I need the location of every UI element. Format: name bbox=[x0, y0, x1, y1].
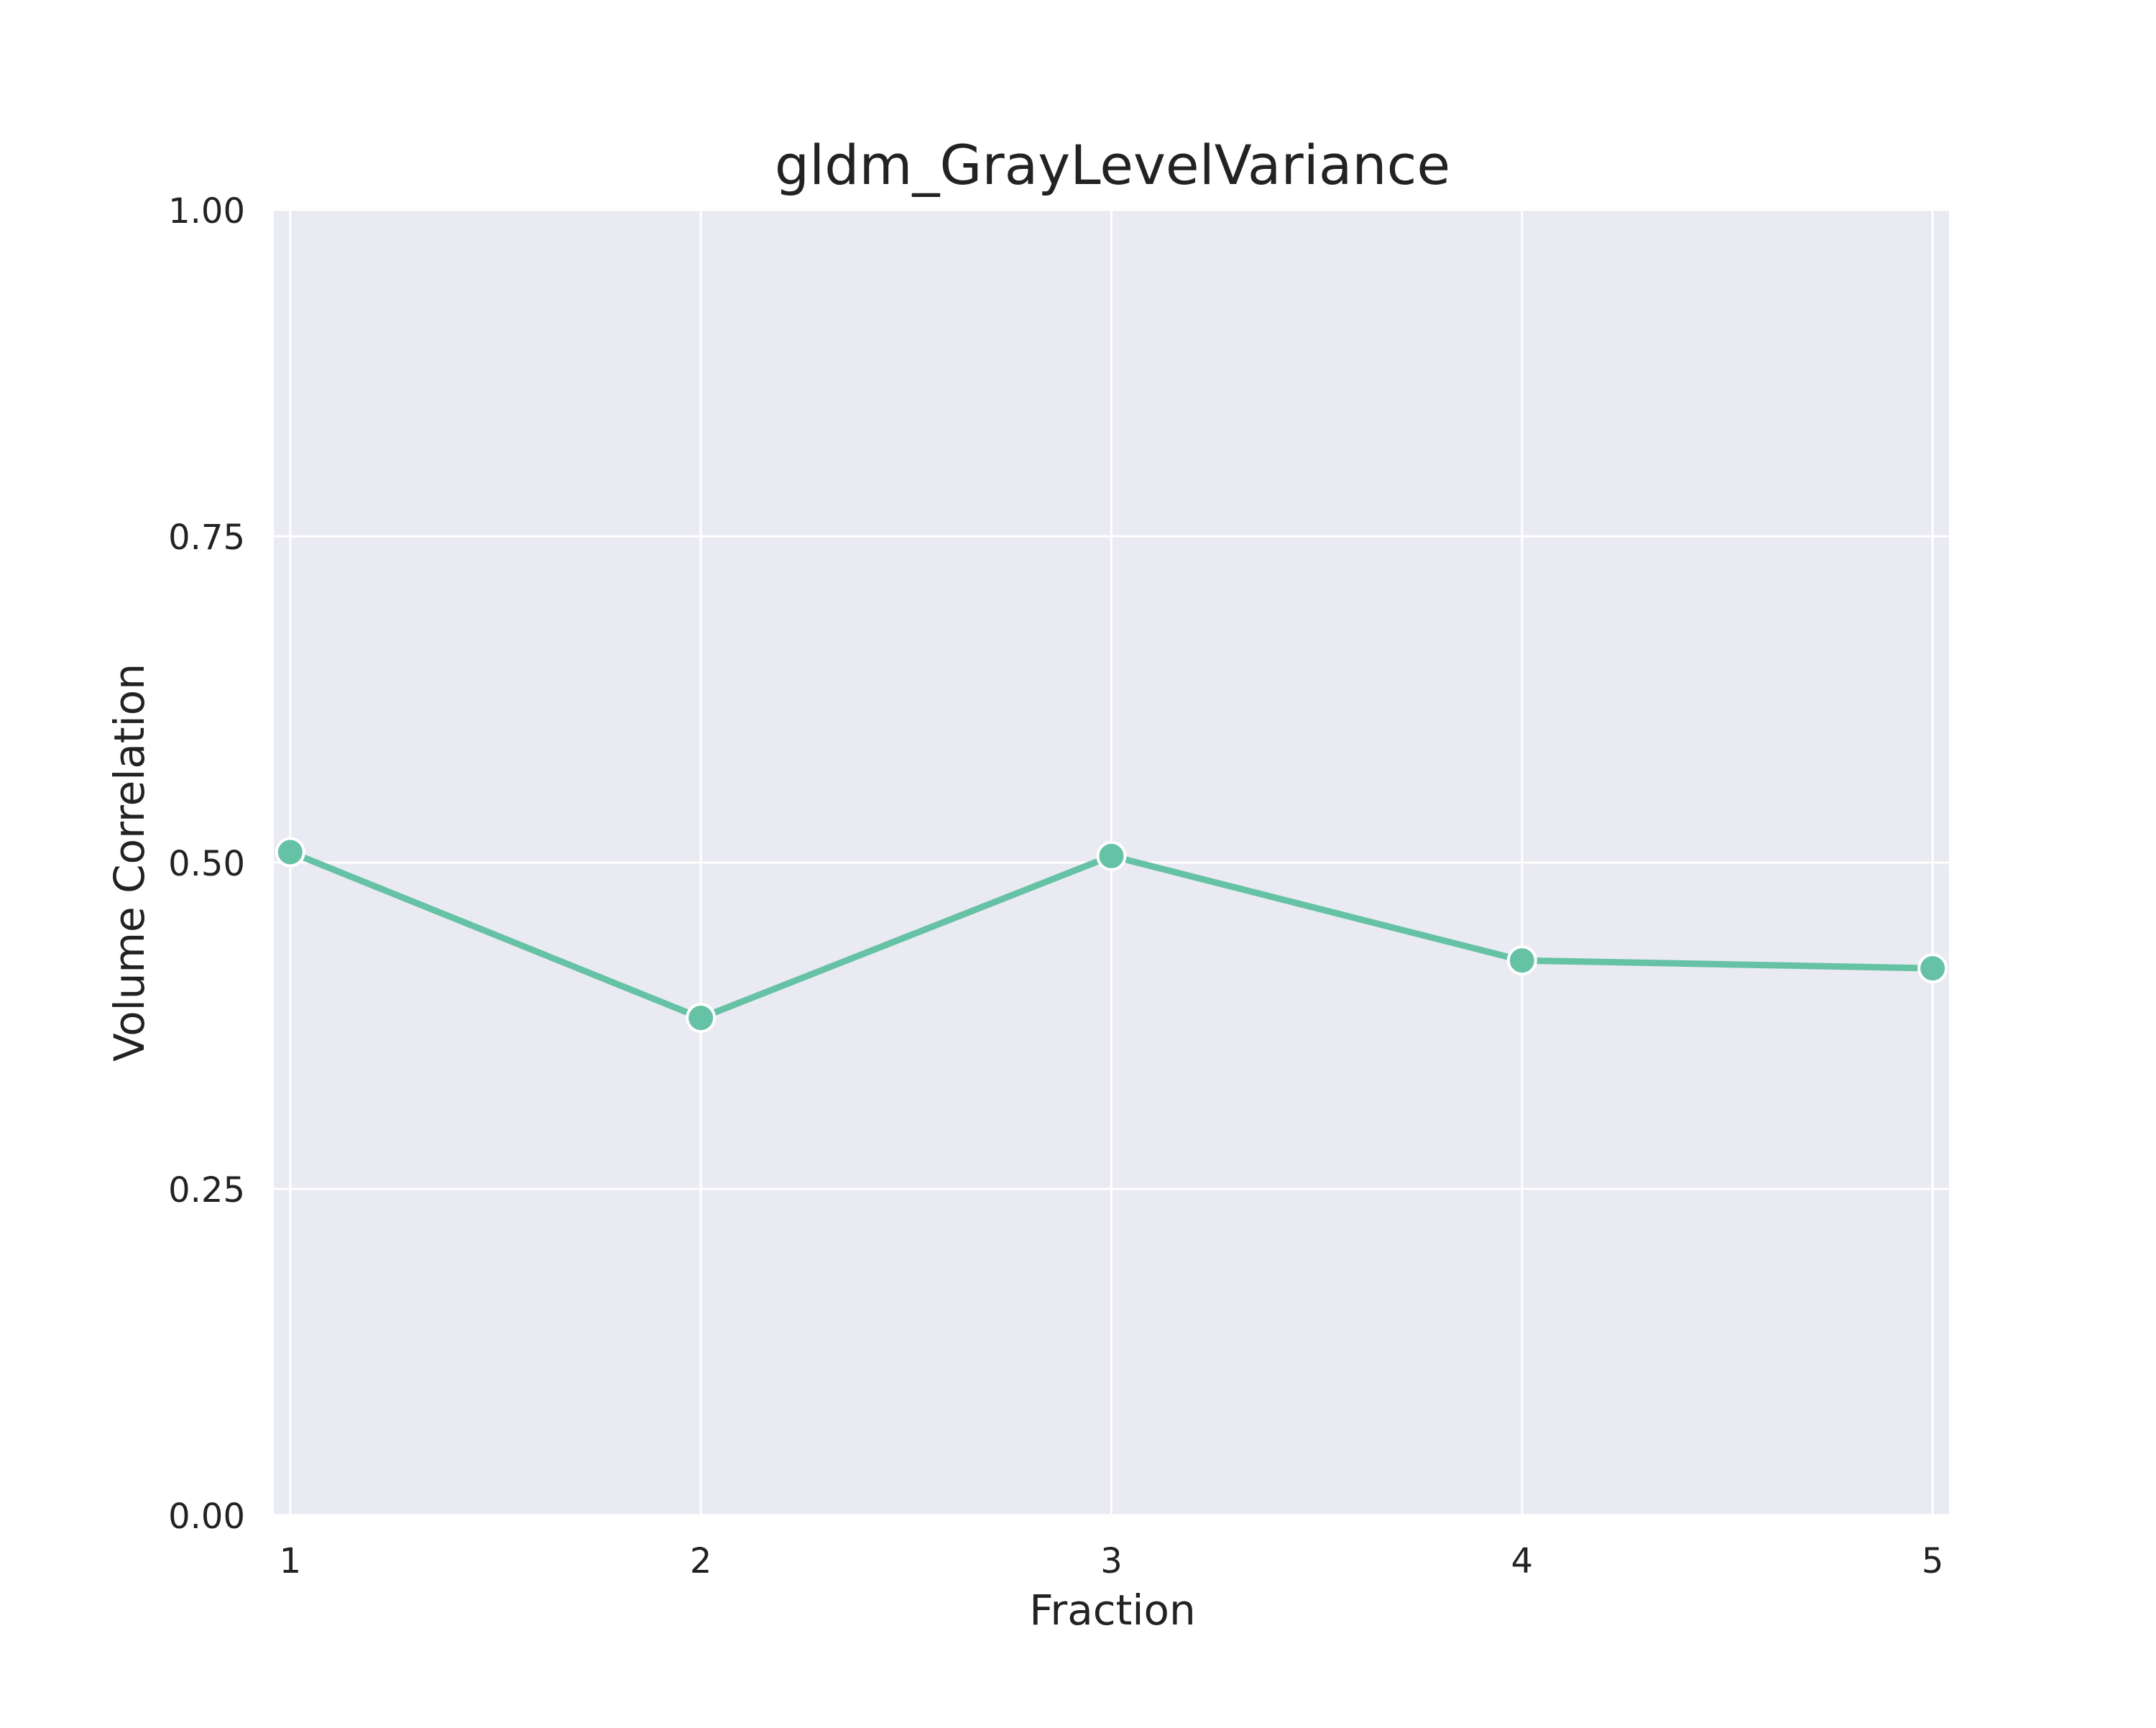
x-tick-label: 4 bbox=[1511, 1541, 1534, 1581]
y-tick-label: 0.00 bbox=[168, 1497, 245, 1537]
y-tick-label: 0.75 bbox=[168, 518, 245, 558]
data-point bbox=[1506, 945, 1537, 976]
data-point bbox=[275, 837, 305, 868]
y-tick-label: 0.25 bbox=[168, 1170, 245, 1210]
tick-labels: 0.00 0.25 0.50 0.75 1.00 1 2 3 4 5 bbox=[168, 191, 1943, 1581]
series-layer bbox=[275, 837, 1948, 1034]
chart-title: gldm_GrayLevelVariance bbox=[775, 133, 1450, 197]
y-tick-label: 0.50 bbox=[168, 844, 245, 884]
x-tick-label: 3 bbox=[1100, 1541, 1123, 1581]
x-axis-label: Fraction bbox=[1029, 1586, 1196, 1635]
x-tick-label: 1 bbox=[280, 1541, 302, 1581]
y-axis-label: Volume Correlation bbox=[105, 663, 154, 1062]
y-tick-label: 1.00 bbox=[168, 191, 245, 231]
data-point bbox=[1917, 953, 1948, 984]
data-point bbox=[686, 1003, 717, 1034]
x-tick-label: 5 bbox=[1922, 1541, 1944, 1581]
x-tick-label: 2 bbox=[690, 1541, 712, 1581]
data-point bbox=[1096, 840, 1127, 871]
